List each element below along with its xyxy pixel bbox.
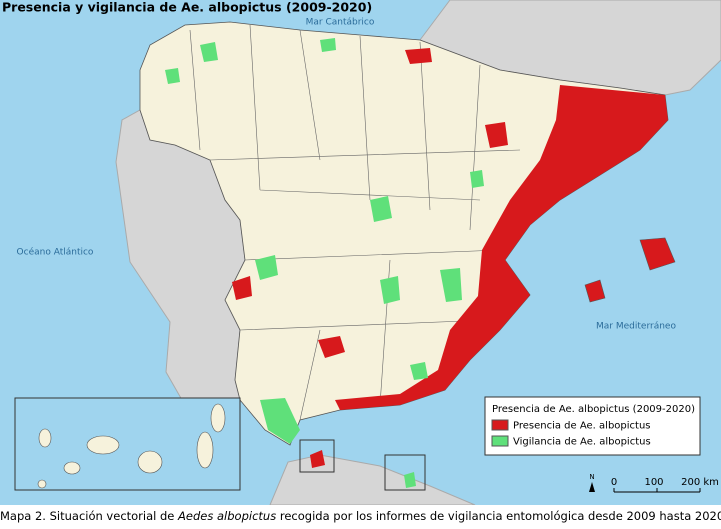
- presence-area: [485, 122, 508, 148]
- surveillance-area: [320, 38, 336, 52]
- legend-title: Presencia de Ae. albopictus (2009-2020): [492, 404, 695, 415]
- balearic-outlines: [584, 237, 676, 303]
- canary-islands: [37, 403, 226, 489]
- legend-swatch: [491, 435, 509, 447]
- sea-label: Océano Atlántico: [17, 247, 94, 258]
- map-title: Presencia y vigilancia de Ae. albopictus…: [2, 0, 372, 15]
- caption-italic: Aedes albopictus: [178, 509, 277, 523]
- scale-label: 0: [611, 477, 617, 488]
- surveillance-area: [410, 362, 428, 380]
- map: Presencia y vigilancia de Ae. albopictus…: [0, 0, 721, 505]
- presence-area: [310, 450, 325, 468]
- province-borders: [189, 24, 521, 421]
- presence-area: [335, 85, 668, 410]
- presence-areas: [232, 48, 675, 468]
- melilla-box: [384, 454, 426, 491]
- caption-text: recogida por los informes de vigilancia …: [276, 509, 721, 523]
- surveillance-areas: [165, 38, 484, 488]
- scale-bar: [613, 488, 701, 493]
- surveillance-area: [370, 196, 392, 222]
- caption: Mapa 2. Situación vectorial de Aedes alb…: [0, 509, 721, 523]
- scale-label: 200 km: [681, 477, 719, 488]
- scale-label: 100: [644, 477, 663, 488]
- surveillance-area: [404, 472, 416, 488]
- legend: [484, 396, 701, 456]
- north-label: N: [589, 473, 594, 481]
- surveillance-area: [200, 42, 218, 62]
- legend-label: Vigilancia de Ae. albopictus: [513, 437, 651, 448]
- surveillance-area: [470, 170, 484, 188]
- presence-area: [232, 276, 252, 300]
- presence-area: [318, 336, 345, 358]
- presence-area: [640, 238, 675, 270]
- legend-swatch: [491, 419, 509, 431]
- sea-label: Mar Mediterráneo: [596, 322, 676, 332]
- surveillance-area: [165, 68, 180, 84]
- surveillance-area: [255, 255, 278, 280]
- africa: [269, 454, 476, 505]
- surveillance-area: [440, 268, 462, 302]
- sea-label: Mar Cantábrico: [306, 18, 375, 28]
- presence-area: [585, 280, 605, 302]
- legend-label: Presencia de Ae. albopictus: [513, 421, 651, 432]
- north-arrow: [589, 482, 595, 492]
- caption-text: Mapa 2. Situación vectorial de: [0, 509, 179, 523]
- ceuta-box: [299, 439, 335, 473]
- surveillance-area: [260, 398, 300, 444]
- surveillance-area: [380, 276, 400, 304]
- presence-area: [405, 48, 432, 64]
